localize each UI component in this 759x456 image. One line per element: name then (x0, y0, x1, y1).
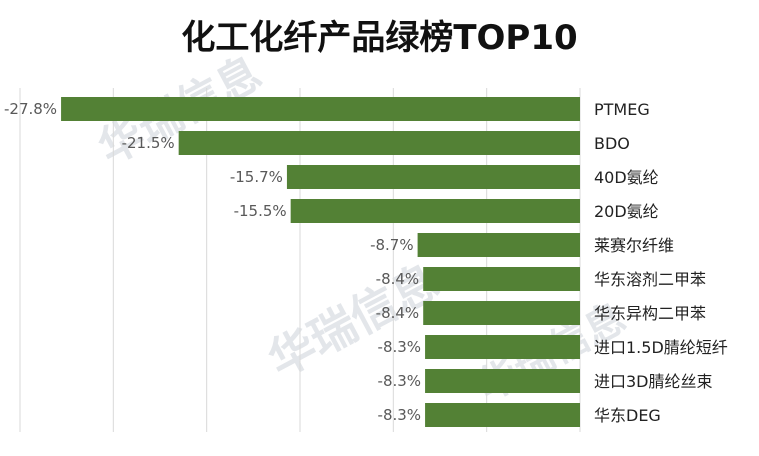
data-label: -27.8% (4, 100, 57, 118)
data-label: -8.7% (370, 236, 414, 254)
bar (178, 131, 580, 155)
data-labels: -27.8% -21.5% -15.7% -15.5% -8.7% -8.4% -8.4% -… (4, 100, 421, 424)
data-label: -21.5% (122, 134, 175, 152)
bar (423, 267, 580, 291)
bar (290, 199, 580, 223)
bar (425, 335, 580, 359)
data-label: -8.3% (378, 338, 422, 356)
bar (61, 97, 581, 121)
data-label: -15.7% (230, 168, 283, 186)
category-label: PTMEG (594, 100, 650, 119)
bar (425, 369, 580, 393)
category-label: 20D氨纶 (594, 202, 659, 221)
data-label: -8.4% (376, 270, 420, 288)
data-label: -8.4% (376, 304, 420, 322)
category-label: 40D氨纶 (594, 168, 659, 187)
category-label: 华东异构二甲苯 (594, 304, 706, 323)
chart-title: 化工化纤产品绿榜TOP10 (181, 18, 578, 58)
category-label: 华东DEG (594, 406, 661, 425)
bar (425, 403, 580, 427)
bar (286, 165, 580, 189)
bars (61, 97, 581, 427)
category-label: 进口3D腈纶丝束 (594, 372, 713, 391)
category-label: 莱赛尔纤维 (594, 236, 674, 255)
category-label: 华东溶剂二甲苯 (594, 270, 706, 289)
data-label: -8.3% (378, 372, 422, 390)
data-label: -8.3% (378, 406, 422, 424)
category-label: 进口1.5D腈纶短纤 (594, 338, 728, 357)
category-labels: PTMEG BDO 40D氨纶 20D氨纶莱赛尔纤维华东溶剂二甲苯华东异构二甲苯进口1… (594, 100, 728, 425)
bar (417, 233, 580, 257)
category-label: BDO (594, 134, 630, 153)
data-label: -15.5% (234, 202, 287, 220)
bar (423, 301, 580, 325)
